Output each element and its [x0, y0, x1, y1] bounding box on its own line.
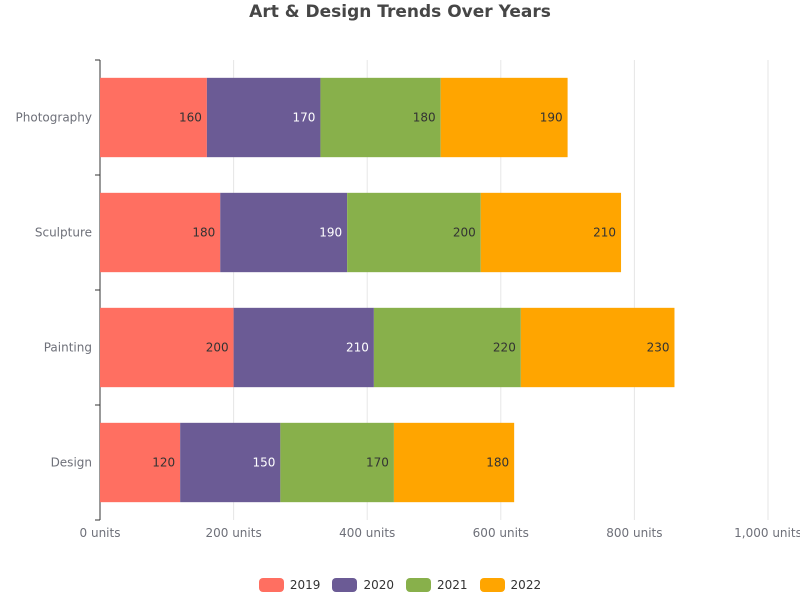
legend-label: 2019 [289, 578, 321, 592]
data-label: 120 [152, 456, 175, 470]
data-label: 180 [486, 456, 509, 470]
bar-segment [440, 77, 568, 158]
data-label: 200 [206, 341, 229, 355]
y-tick-label: Painting [44, 341, 92, 355]
x-tick-label: 800 units [606, 526, 662, 540]
bar-segment [100, 192, 221, 273]
data-label: 160 [179, 111, 202, 125]
data-label: 230 [647, 341, 670, 355]
bar-segment [320, 77, 441, 158]
bar-segment [100, 422, 181, 503]
bar-segment [233, 307, 374, 388]
legend-swatch [479, 578, 505, 592]
data-label: 180 [413, 111, 436, 125]
bar-segment [520, 307, 675, 388]
x-tick-label: 0 units [80, 526, 121, 540]
data-label: 180 [192, 226, 215, 240]
legend-item[interactable]: 2021 [406, 578, 468, 592]
y-tick-label: Photography [16, 111, 92, 125]
y-tick-label: Design [51, 456, 92, 470]
legend-label: 2021 [437, 578, 468, 592]
data-label: 210 [346, 341, 369, 355]
data-label: 190 [540, 111, 563, 125]
legend-item[interactable]: 2022 [479, 578, 542, 592]
bar-segment [347, 192, 481, 273]
bar-segment [220, 192, 348, 273]
bar-segment [373, 307, 521, 388]
x-tick-label: 200 units [205, 526, 261, 540]
legend-item[interactable]: 2020 [332, 578, 394, 592]
bar-segment [100, 77, 207, 158]
chart-title: Art & Design Trends Over Years [249, 2, 551, 22]
legend-item[interactable]: 2019 [258, 578, 321, 592]
legend: 2019 2020 2021 2022 [0, 578, 800, 592]
x-tick-label: 400 units [339, 526, 395, 540]
data-label: 150 [252, 456, 275, 470]
bar-segment [480, 192, 622, 273]
legend-swatch [258, 578, 284, 592]
data-label: 190 [319, 226, 342, 240]
bar-segment [393, 422, 515, 503]
bar-segment [100, 307, 234, 388]
legend-swatch [406, 578, 431, 592]
y-tick-label: Sculpture [35, 226, 92, 240]
legend-swatch [332, 578, 358, 592]
legend-label: 2022 [510, 578, 542, 592]
data-label: 200 [453, 226, 476, 240]
data-label: 220 [493, 341, 516, 355]
legend-label: 2020 [363, 578, 394, 592]
x-tick-label: 600 units [473, 526, 529, 540]
data-label: 170 [293, 111, 316, 125]
data-label: 210 [593, 226, 616, 240]
x-tick-label: 1,000 units [734, 526, 800, 540]
bar-segment [206, 77, 321, 158]
bar-segment [180, 422, 281, 503]
bar-segment [280, 422, 394, 503]
data-label: 170 [366, 456, 389, 470]
